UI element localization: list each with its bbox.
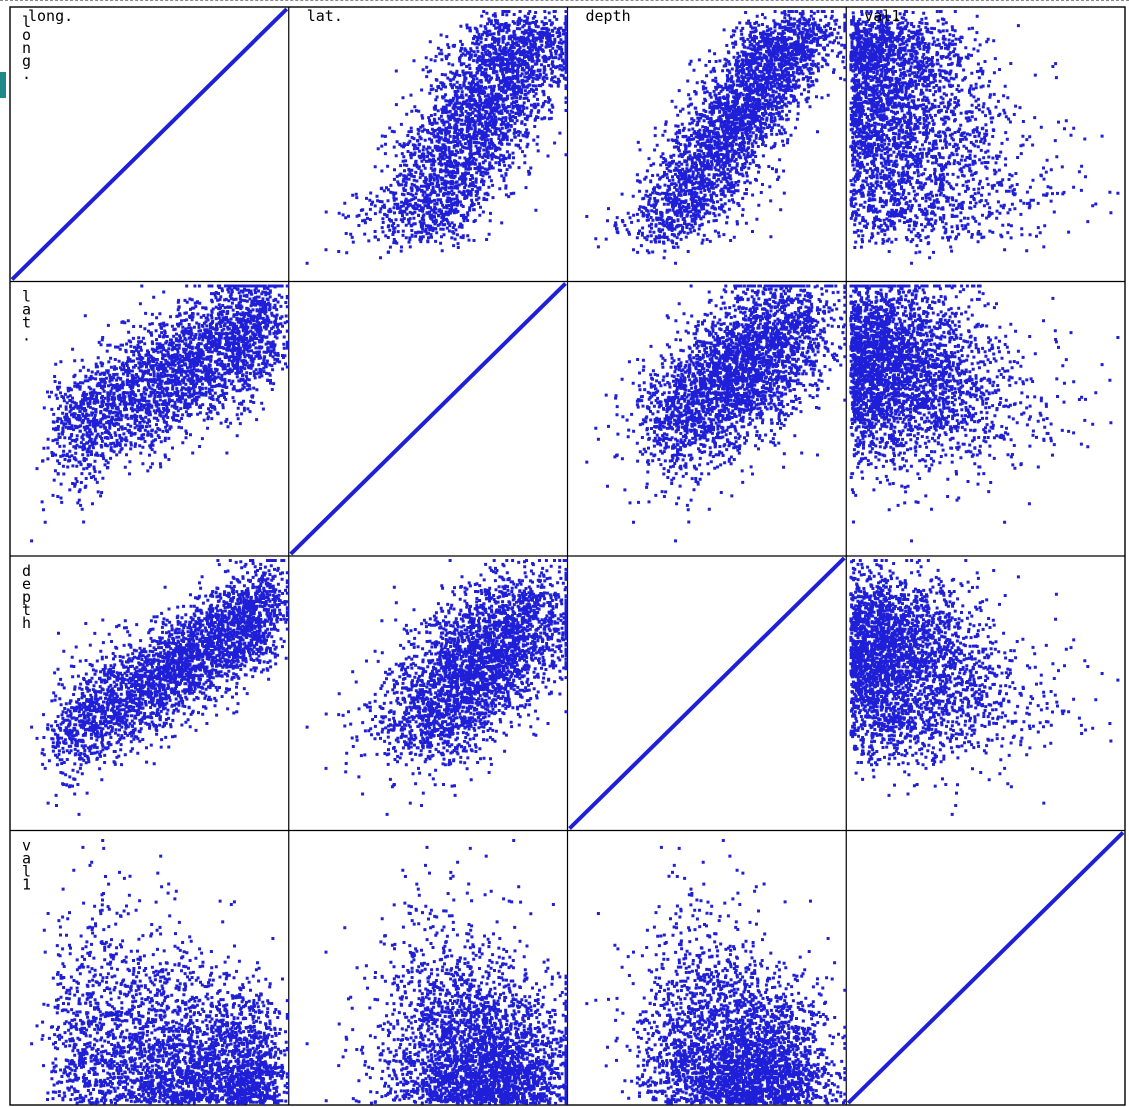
panel-lat-vs-long [30, 284, 289, 543]
panel-long-vs-depth [585, 10, 847, 265]
window-edge-accent [0, 72, 6, 98]
panel-lat-vs-lat [289, 282, 567, 556]
panel-val1-vs-long [30, 839, 289, 1105]
panel-lat-vs-val1 [849, 284, 1120, 543]
scatter-points [585, 839, 847, 1105]
scatter-points [585, 284, 847, 543]
column-label-lat: lat. [307, 7, 343, 25]
scatter-points [30, 284, 289, 543]
scatter-points [30, 839, 289, 1105]
diagonal-identity-line [568, 556, 846, 830]
column-label-val1: val1 [864, 7, 900, 25]
column-label-long: long. [28, 7, 73, 25]
diagonal-identity-line [10, 7, 289, 281]
scatter-points [305, 10, 568, 265]
panel-val1-vs-lat [305, 839, 568, 1105]
scatter-points [849, 559, 1120, 816]
panel-depth-vs-val1 [849, 559, 1120, 816]
panel-long-vs-lat [305, 10, 568, 265]
panel-long-vs-val1 [849, 10, 1120, 265]
scatter-points [305, 839, 568, 1105]
panel-depth-vs-lat [305, 559, 568, 816]
scatter-points [30, 559, 289, 816]
panel-lat-vs-depth [585, 284, 847, 543]
diagonal-identity-line [289, 282, 567, 556]
scatter-points [585, 10, 847, 265]
panel-depth-vs-depth [568, 556, 846, 830]
scatter-points [849, 10, 1120, 265]
panel-val1-vs-val1 [846, 831, 1125, 1105]
column-label-depth: depth [586, 7, 631, 25]
panel-val1-vs-depth [585, 839, 847, 1105]
scatter-points [849, 284, 1120, 543]
diagonal-identity-line [846, 831, 1125, 1105]
panel-depth-vs-long [30, 559, 289, 816]
scatter-points [305, 559, 568, 816]
panel-long-vs-long [10, 7, 289, 281]
top-border-dashes [0, 0, 1129, 5]
